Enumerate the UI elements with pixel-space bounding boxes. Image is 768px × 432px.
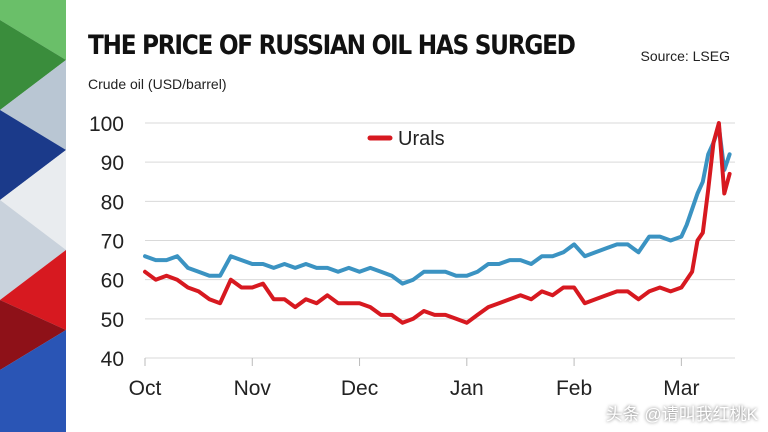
x-tick-label: Nov (234, 377, 272, 400)
watermark-text: 头条 @请叫我红桃K (605, 405, 758, 424)
y-tick-label: 60 (101, 270, 124, 293)
x-axis-ticks: Oct Nov Dec Jan Feb Mar (129, 358, 699, 400)
legend: Urals (367, 128, 445, 150)
chart-card (66, 0, 768, 432)
y-tick-label: 100 (89, 113, 124, 136)
decorative-side-pattern (0, 0, 66, 432)
y-tick-label: 80 (101, 191, 124, 214)
x-tick-label: Dec (341, 377, 378, 400)
x-tick-label: Oct (129, 377, 162, 400)
series-lines (143, 121, 732, 325)
series-line-urals (143, 121, 732, 325)
grid-lines (145, 122, 735, 359)
x-tick-label: Mar (663, 377, 699, 400)
chart-title: THE PRICE OF RUSSIAN OIL HAS SURGED (88, 30, 576, 61)
x-tick-label: Jan (450, 377, 484, 400)
y-axis-ticks: 40 50 60 70 80 90 100 (89, 113, 124, 371)
legend-label-urals: Urals (398, 128, 445, 150)
source-label: Source: LSEG (640, 48, 731, 64)
y-axis-unit-label: Crude oil (USD/barrel) (88, 76, 227, 92)
y-tick-label: 70 (101, 231, 124, 254)
y-tick-label: 50 (101, 309, 124, 332)
x-tick-label: Feb (556, 377, 592, 400)
y-tick-label: 40 (101, 348, 124, 371)
series-line-unlabeled (143, 124, 732, 286)
y-tick-label: 90 (101, 152, 124, 175)
